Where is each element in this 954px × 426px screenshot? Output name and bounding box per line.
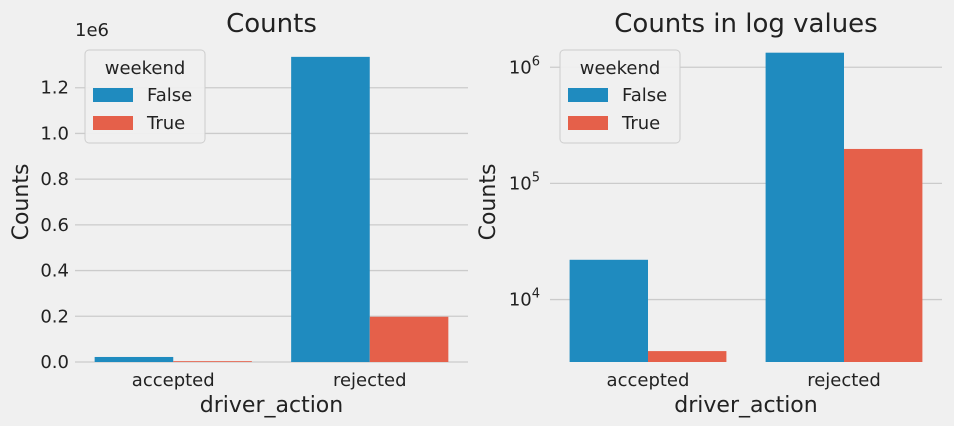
chart-title: Counts in log values xyxy=(614,9,877,39)
x-tick-label: accepted xyxy=(132,370,215,391)
legend-swatch-false xyxy=(93,88,133,102)
y-tick-label: 0.2 xyxy=(40,306,69,327)
bar-rejected-true xyxy=(844,148,923,362)
chart-title: Counts xyxy=(226,9,317,39)
y-tick-label: 105 xyxy=(509,170,540,194)
y-tick-label: 104 xyxy=(509,287,540,311)
x-axis-label: driver_action xyxy=(200,393,343,418)
legend-label: True xyxy=(621,113,660,134)
legend-title: weekend xyxy=(105,58,186,79)
y-tick-base: 10 xyxy=(509,57,532,78)
chart-counts: 0.0 0.2 0.4 0.6 0.8 1.0 1.2 accepted rejected Cou… xyxy=(9,9,468,418)
y-tick-label: 0.8 xyxy=(40,169,69,190)
x-tick-label: accepted xyxy=(607,370,690,391)
y-tick-base: 10 xyxy=(509,173,532,194)
legend-label: True xyxy=(146,113,185,134)
bar-rejected-true xyxy=(369,316,449,362)
bar-accepted-true xyxy=(173,361,252,362)
bar-rejected-false xyxy=(765,52,844,362)
y-tick-label: 1.2 xyxy=(40,78,69,99)
y-tick-label: 1.0 xyxy=(40,123,69,144)
y-tick-exponent: 6 xyxy=(532,54,540,69)
bar-rejected-false xyxy=(291,56,370,362)
legend-label: False xyxy=(622,85,667,106)
y-axis-label: Counts xyxy=(9,164,34,241)
y-tick-base: 10 xyxy=(509,290,532,311)
legend-swatch-true xyxy=(93,116,133,130)
legend-title: weekend xyxy=(580,58,661,79)
x-tick-label: rejected xyxy=(333,370,407,391)
legend-swatch-true xyxy=(568,116,608,130)
y-tick-label: 0.6 xyxy=(40,215,69,236)
legend-swatch-false xyxy=(568,88,608,102)
y-tick-exponent: 5 xyxy=(532,170,540,185)
y-tick-label: 106 xyxy=(509,54,540,78)
x-tick-label: rejected xyxy=(807,370,881,391)
y-tick-label: 0.4 xyxy=(40,261,69,282)
y-tick-exponent: 4 xyxy=(532,287,540,302)
y-tick-label: 0.0 xyxy=(40,352,69,373)
bar-accepted-false xyxy=(94,356,174,362)
bar-accepted-true xyxy=(648,351,727,362)
y-offset-label: 1e6 xyxy=(75,20,109,41)
x-axis-label: driver_action xyxy=(674,393,817,418)
bar-accepted-false xyxy=(569,259,648,362)
legend-label: False xyxy=(147,85,192,106)
y-axis-label: Counts xyxy=(476,164,501,241)
